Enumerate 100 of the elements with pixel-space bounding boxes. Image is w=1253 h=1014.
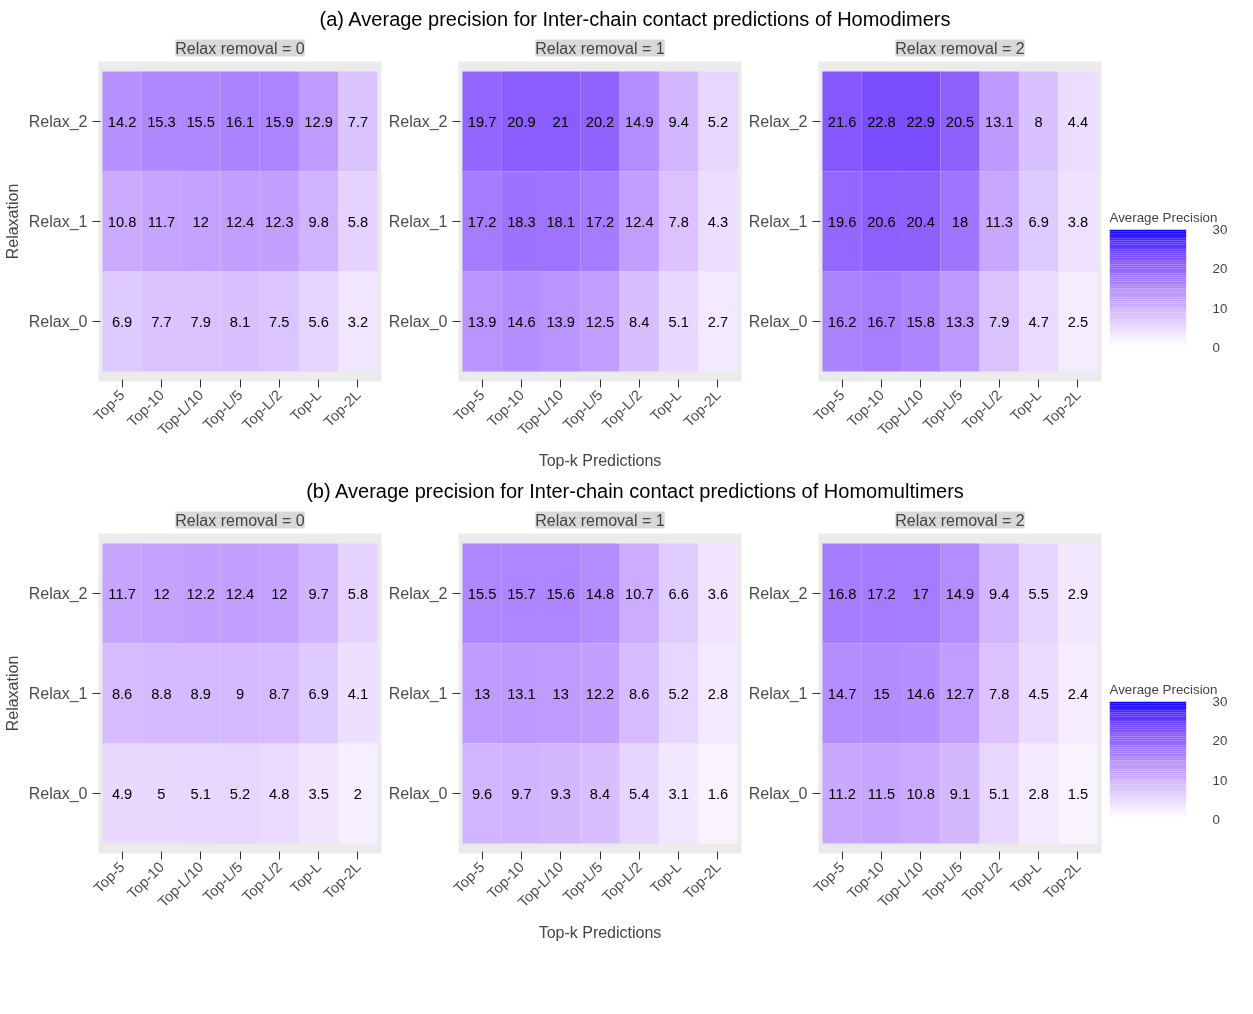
data-label: 7.7: [347, 113, 369, 130]
color-bar-label: 20: [1212, 261, 1228, 277]
data-label: 3.5: [308, 785, 329, 802]
data-label: 5: [157, 785, 166, 802]
data-label: 21.6: [827, 113, 857, 130]
data-label: 5.1: [989, 785, 1010, 802]
x-axis-title: Top-k Predictions: [538, 924, 662, 942]
data-label: 5.8: [347, 585, 369, 602]
data-label: 12: [192, 213, 209, 230]
data-label: 5.4: [629, 785, 650, 802]
data-label: 4.8: [269, 785, 290, 802]
data-label: 4.1: [347, 685, 369, 702]
y-tick-label: Relax_1: [28, 685, 88, 703]
data-label: 2.9: [1067, 585, 1089, 602]
data-label: 16.2: [827, 313, 857, 330]
data-label: 7.5: [269, 313, 290, 330]
data-label: 2.8: [707, 685, 729, 702]
data-label: 12: [153, 585, 170, 602]
y-tick-label: Relax_0: [388, 785, 448, 803]
data-label: 12: [271, 585, 288, 602]
data-label: 8.8: [151, 685, 172, 702]
data-label: 4.5: [1028, 685, 1049, 702]
color-bar-title: Average Precision: [1109, 209, 1218, 225]
data-label: 16.7: [867, 313, 896, 330]
data-label: 12.5: [585, 313, 615, 330]
data-label: 2.7: [707, 313, 729, 330]
data-label: 7.7: [151, 313, 172, 330]
data-label: 11.7: [147, 213, 176, 230]
chart-subtitle: Relax removal = 0: [175, 39, 305, 57]
data-label: 5.2: [229, 785, 251, 802]
x-axis-title: Top-k Predictions: [538, 452, 662, 470]
data-label: 8.9: [190, 685, 211, 702]
data-label: 11.5: [867, 785, 896, 802]
data-label: 2: [353, 785, 362, 802]
y-tick-label: Relax_1: [388, 213, 448, 231]
data-label: 12.4: [225, 213, 255, 230]
color-bar-label: 0: [1212, 812, 1220, 827]
data-label: 3.2: [347, 313, 369, 330]
data-label: 5.6: [308, 313, 329, 330]
data-label: 14.6: [507, 313, 536, 330]
y-tick-label: Relax_0: [748, 785, 808, 803]
y-tick-label: Relax_0: [388, 313, 448, 331]
data-label: 15.7: [507, 585, 536, 602]
chart-subtitle: Relax removal = 1: [535, 511, 665, 529]
data-label: 6.6: [668, 585, 689, 602]
y-tick-label: Relax_2: [28, 585, 88, 603]
data-label: 13.1: [507, 685, 536, 702]
data-label: 11.3: [985, 213, 1014, 230]
data-label: 9: [235, 685, 245, 702]
data-label: 14.8: [585, 585, 615, 602]
y-tick-label: Relax_1: [748, 685, 808, 703]
data-label: 8: [1034, 113, 1043, 130]
data-label: 12.7: [945, 685, 975, 702]
data-label: 15.8: [906, 313, 935, 330]
data-label: 12.2: [186, 585, 215, 602]
data-label: 14.2: [107, 113, 137, 130]
y-tick-label: Relax_0: [748, 313, 808, 331]
data-label: 12.2: [585, 685, 615, 702]
data-label: 16.1: [225, 113, 255, 130]
chart-title: (b) Average precision for Inter-chain contact predictions of Homomultimers: [306, 479, 964, 504]
data-label: 7.8: [989, 685, 1010, 702]
data-label: 9.4: [668, 113, 689, 130]
data-label: 18.1: [546, 213, 575, 230]
data-label: 9.8: [308, 213, 329, 230]
color-bar-label: 30: [1212, 694, 1228, 709]
data-label: 15.3: [147, 113, 176, 130]
data-label: 5.1: [668, 313, 689, 330]
data-label: 11.2: [828, 785, 856, 802]
data-label: 7.8: [668, 213, 689, 230]
data-label: 20.5: [945, 113, 975, 130]
data-label: 20.4: [906, 213, 935, 230]
data-label: 3.8: [1067, 213, 1089, 230]
y-tick-label: Relax_1: [28, 213, 88, 231]
y-tick-label: Relax_2: [28, 113, 88, 131]
data-label: 4.3: [707, 213, 729, 230]
data-label: 8.4: [629, 313, 650, 330]
data-label: 6.9: [1028, 213, 1049, 230]
data-label: 4.7: [1028, 313, 1049, 330]
color-bar-label: 10: [1212, 772, 1228, 788]
color-bar-label: 0: [1212, 340, 1220, 355]
data-label: 10.7: [625, 585, 654, 602]
y-tick-label: Relax_0: [28, 785, 88, 803]
data-label: 18: [951, 213, 969, 230]
data-label: 5.5: [1028, 585, 1049, 602]
data-label: 13: [473, 685, 491, 702]
data-label: 15.5: [467, 585, 497, 602]
data-label: 22.9: [906, 113, 935, 130]
data-label: 3.6: [707, 585, 729, 602]
data-label: 15.5: [186, 113, 215, 130]
data-label: 5.2: [668, 685, 689, 702]
color-bar-title: Average Precision: [1109, 681, 1218, 697]
data-label: 12.9: [304, 113, 333, 130]
data-label: 14.7: [827, 685, 857, 702]
data-label: 8.6: [111, 685, 133, 702]
data-label: 17.2: [867, 585, 896, 602]
data-label: 9.3: [550, 785, 571, 802]
chart-subtitle: Relax removal = 2: [895, 39, 1025, 57]
data-label: 5.1: [190, 785, 211, 802]
y-tick-label: Relax_1: [748, 213, 808, 231]
y-axis-title: Relaxation: [3, 655, 21, 732]
